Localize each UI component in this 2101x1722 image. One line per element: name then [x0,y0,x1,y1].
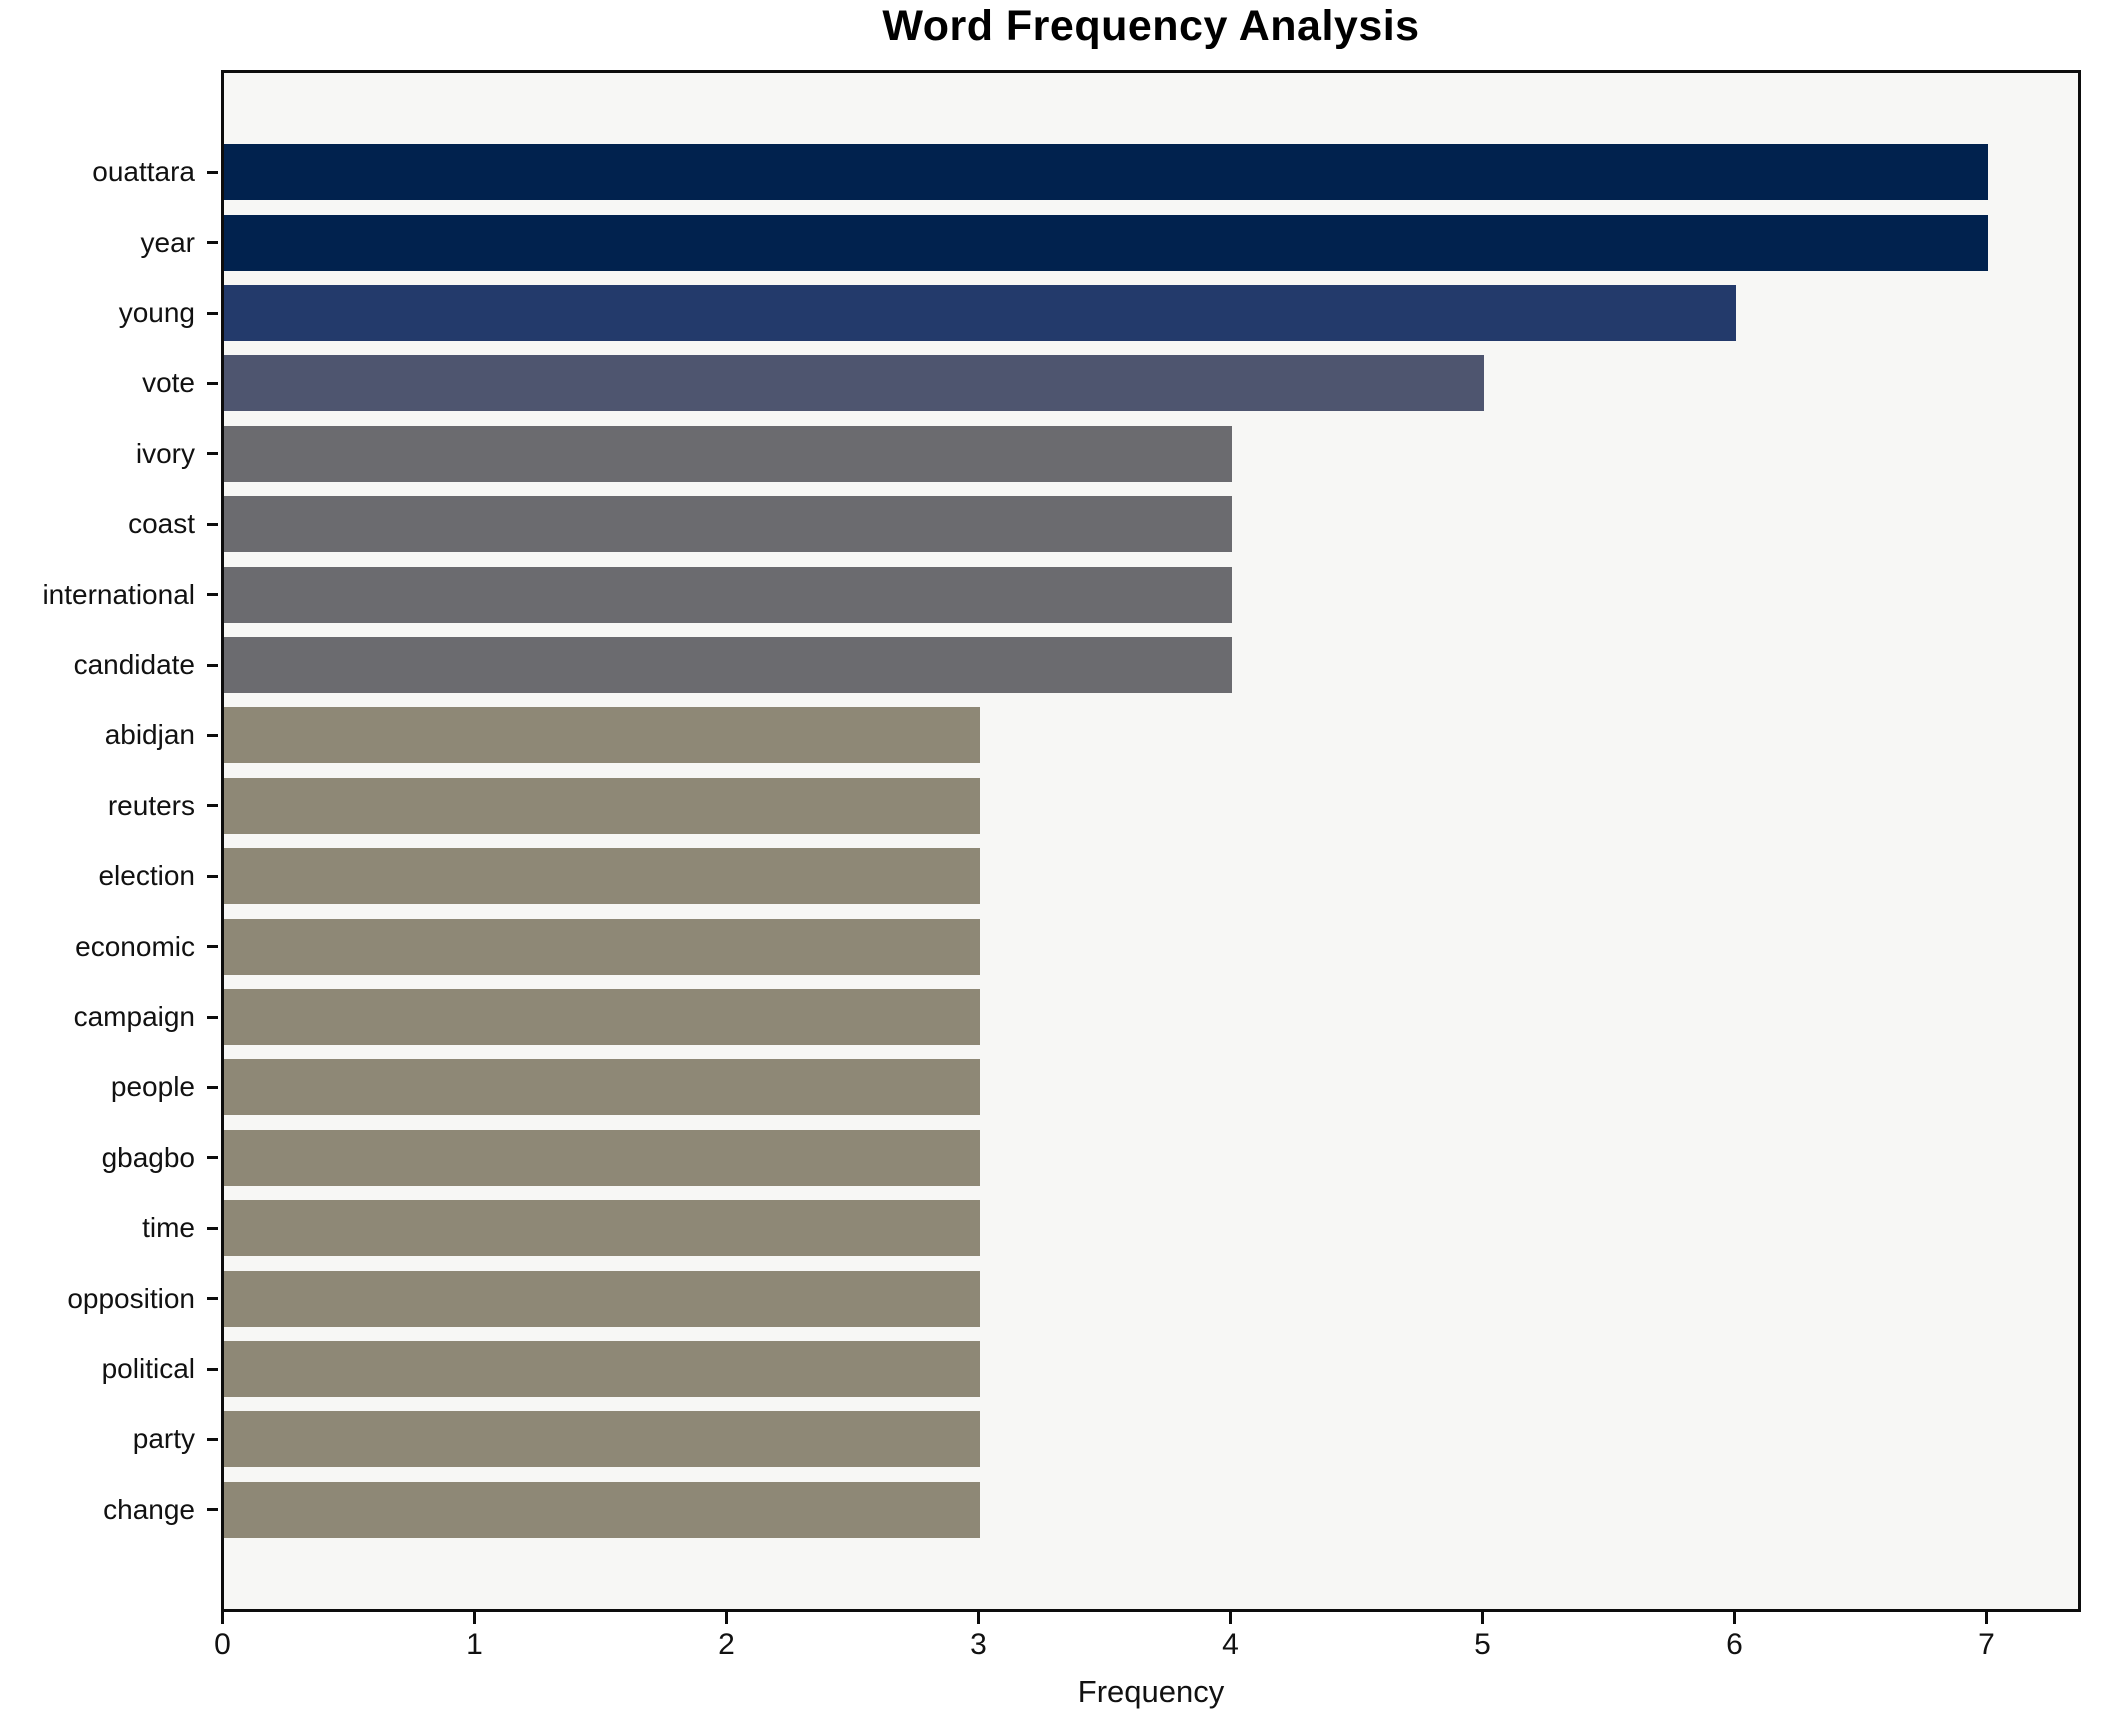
y-tick-mark [207,241,218,245]
y-tick-mark [207,311,218,315]
bar-abidjan [224,707,980,764]
y-tick-label-abidjan: abidjan [104,719,195,751]
y-tick-mark [207,170,218,174]
bar-political [224,1341,980,1397]
y-tick-label-campaign: campaign [73,1001,195,1032]
chart-title: Word Frequency Analysis [882,2,1420,50]
x-tick-mark [1481,1612,1484,1624]
bar-change [224,1481,980,1538]
y-tick-label-international: international [42,578,195,610]
y-tick-label-coast: coast [128,508,195,540]
bar-ivory [224,425,1232,482]
bar-ouattara [224,144,1988,201]
bar-candidate [224,637,1232,693]
y-tick-label-vote: vote [142,367,195,399]
y-tick-label-ivory: ivory [135,437,195,469]
x-tick-label-1: 1 [466,1628,483,1661]
bar-election [224,848,980,905]
bar-reuters [224,777,980,834]
x-tick-mark [1733,1612,1736,1624]
y-tick-label-time: time [142,1212,195,1244]
x-tick-mark [1985,1612,1988,1624]
x-tick-label-3: 3 [970,1628,987,1661]
y-axis-labels: ouattara year young vote ivory coast internati… [0,70,221,1612]
y-tick-mark [207,663,218,667]
x-tick-mark [221,1612,224,1624]
y-tick-label-political: political [101,1353,195,1384]
y-tick-mark [207,593,218,597]
x-tick-label-0: 0 [214,1628,231,1661]
bar-vote [224,355,1484,412]
y-tick-label-gbagbo: gbagbo [101,1141,195,1173]
plot-area [221,70,2081,1612]
y-tick-label-year: year [140,226,195,258]
x-axis-title: Frequency [1077,1674,1225,1709]
x-tick-label-5: 5 [1474,1628,1491,1661]
bar-time [224,1200,980,1257]
y-tick-mark [207,1156,218,1160]
x-tick-mark [977,1612,980,1624]
y-tick-label-election: election [98,860,195,892]
x-tick-label-2: 2 [718,1628,735,1661]
y-tick-mark [207,1297,218,1301]
bar-gbagbo [224,1129,980,1186]
bar-campaign [224,989,980,1045]
x-tick-mark [1229,1612,1232,1624]
y-tick-label-party: party [132,1423,195,1455]
y-tick-mark [207,522,218,526]
x-tick-mark [725,1612,728,1624]
y-tick-mark [207,733,218,737]
x-tick-label-7: 7 [1978,1628,1995,1661]
x-tick-label-4: 4 [1222,1628,1239,1661]
y-tick-label-change: change [103,1493,195,1525]
y-tick-mark [207,1015,218,1019]
x-tick-label-6: 6 [1726,1628,1743,1661]
y-tick-mark [207,1367,218,1371]
y-tick-mark [207,804,218,808]
y-tick-label-ouattara: ouattara [92,156,195,188]
y-tick-label-economic: economic [75,930,195,962]
y-tick-label-candidate: candidate [73,649,195,680]
bar-young [224,285,1736,341]
y-tick-mark [207,874,218,878]
y-tick-mark [207,452,218,456]
bar-economic [224,918,980,975]
bar-people [224,1059,980,1116]
bar-opposition [224,1270,980,1327]
x-tick-mark [473,1612,476,1624]
y-tick-label-reuters: reuters [107,789,195,821]
y-tick-mark [207,1437,218,1441]
bars-container [224,73,2078,1609]
y-tick-mark [207,1508,218,1512]
bar-international [224,566,1232,623]
y-tick-mark [207,1085,218,1089]
y-tick-label-people: people [110,1071,195,1103]
y-tick-mark [207,1226,218,1230]
y-tick-mark [207,945,218,949]
y-tick-label-opposition: opposition [67,1282,195,1314]
y-tick-mark [207,381,218,385]
bar-year [224,214,1988,271]
bar-coast [224,496,1232,553]
bar-party [224,1411,980,1468]
y-tick-label-young: young [118,297,195,328]
